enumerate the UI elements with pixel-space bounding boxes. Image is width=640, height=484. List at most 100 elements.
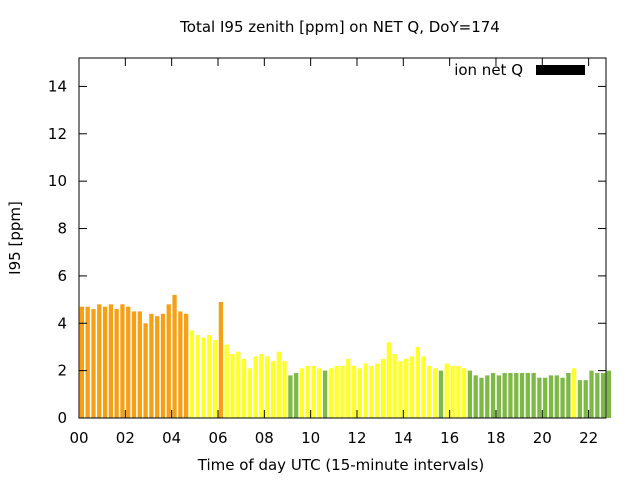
bar [433, 368, 438, 418]
bar [276, 351, 281, 418]
y-tick-label: 8 [57, 220, 67, 238]
x-tick-label: 20 [533, 429, 552, 447]
bar [554, 375, 559, 418]
bar [560, 377, 565, 418]
bar [114, 309, 119, 418]
bar [479, 377, 484, 418]
x-tick-label: 04 [162, 429, 181, 447]
bar [346, 358, 351, 418]
bar [514, 373, 519, 418]
bar [201, 337, 206, 418]
bar [577, 380, 583, 418]
bar [212, 339, 218, 418]
bar [543, 377, 548, 418]
bar [85, 306, 90, 418]
bar [375, 363, 380, 418]
bar [183, 313, 189, 418]
bar [97, 304, 102, 418]
bar [166, 304, 171, 418]
bar [525, 373, 530, 418]
bar [288, 375, 293, 418]
legend: ion net Q [454, 61, 585, 79]
bar [131, 311, 137, 418]
legend-swatch [536, 65, 585, 75]
bar [155, 316, 160, 418]
bar [79, 306, 85, 418]
bar [409, 356, 415, 418]
bar [282, 361, 287, 418]
x-axis-label: Time of day UTC (15-minute intervals) [197, 456, 484, 474]
bar [294, 373, 299, 418]
bar [126, 306, 131, 418]
bar [415, 346, 420, 418]
y-tick-label: 12 [48, 125, 67, 143]
x-tick-label: 12 [347, 429, 366, 447]
x-tick-label: 02 [116, 429, 135, 447]
bar [531, 373, 536, 418]
bar [218, 301, 224, 418]
bar [334, 365, 339, 418]
bar [160, 313, 166, 418]
bar [537, 377, 542, 418]
bar [270, 361, 276, 418]
bar [322, 370, 328, 418]
bar [149, 313, 154, 418]
bar [595, 373, 600, 418]
bar [265, 356, 270, 418]
bar [444, 363, 449, 418]
bar [178, 311, 183, 418]
bar [496, 375, 502, 418]
bar [363, 363, 368, 418]
bar [566, 373, 571, 418]
bar [508, 373, 513, 418]
bar [456, 365, 461, 418]
bar [102, 306, 108, 418]
bar [369, 365, 374, 418]
y-tick-label: 14 [48, 77, 67, 95]
bar [583, 380, 588, 418]
bars [79, 294, 612, 418]
bar [473, 375, 478, 418]
bar [189, 330, 195, 418]
bar [224, 344, 229, 418]
bar [572, 368, 577, 418]
bar [328, 368, 334, 418]
bar [172, 294, 177, 418]
bar [606, 370, 612, 418]
bar [305, 365, 310, 418]
y-tick-label: 0 [57, 409, 67, 427]
bar [438, 370, 444, 418]
bar [600, 373, 606, 418]
x-tick-label: 22 [579, 429, 598, 447]
y-tick-label: 2 [57, 362, 67, 380]
bar [398, 361, 403, 418]
bar [259, 354, 264, 418]
bar [241, 358, 247, 418]
bar [91, 309, 96, 418]
bar [589, 370, 594, 418]
bar [311, 365, 316, 418]
bar [357, 368, 363, 418]
plot-frame [78, 57, 607, 419]
bar [137, 311, 142, 418]
bar [450, 365, 455, 418]
x-tick-label: 10 [301, 429, 320, 447]
bar [502, 373, 507, 418]
legend-label: ion net Q [454, 61, 523, 79]
bar [108, 304, 113, 418]
x-tick-label: 08 [255, 429, 274, 447]
bar [548, 375, 554, 418]
bar [207, 335, 212, 418]
bar [195, 335, 200, 418]
bar [386, 342, 391, 418]
bar [253, 356, 258, 418]
bar [317, 368, 322, 418]
y-tick-label: 10 [48, 172, 67, 190]
bar [340, 365, 345, 418]
bar [467, 370, 473, 418]
bar [485, 375, 490, 418]
bar [427, 365, 432, 418]
